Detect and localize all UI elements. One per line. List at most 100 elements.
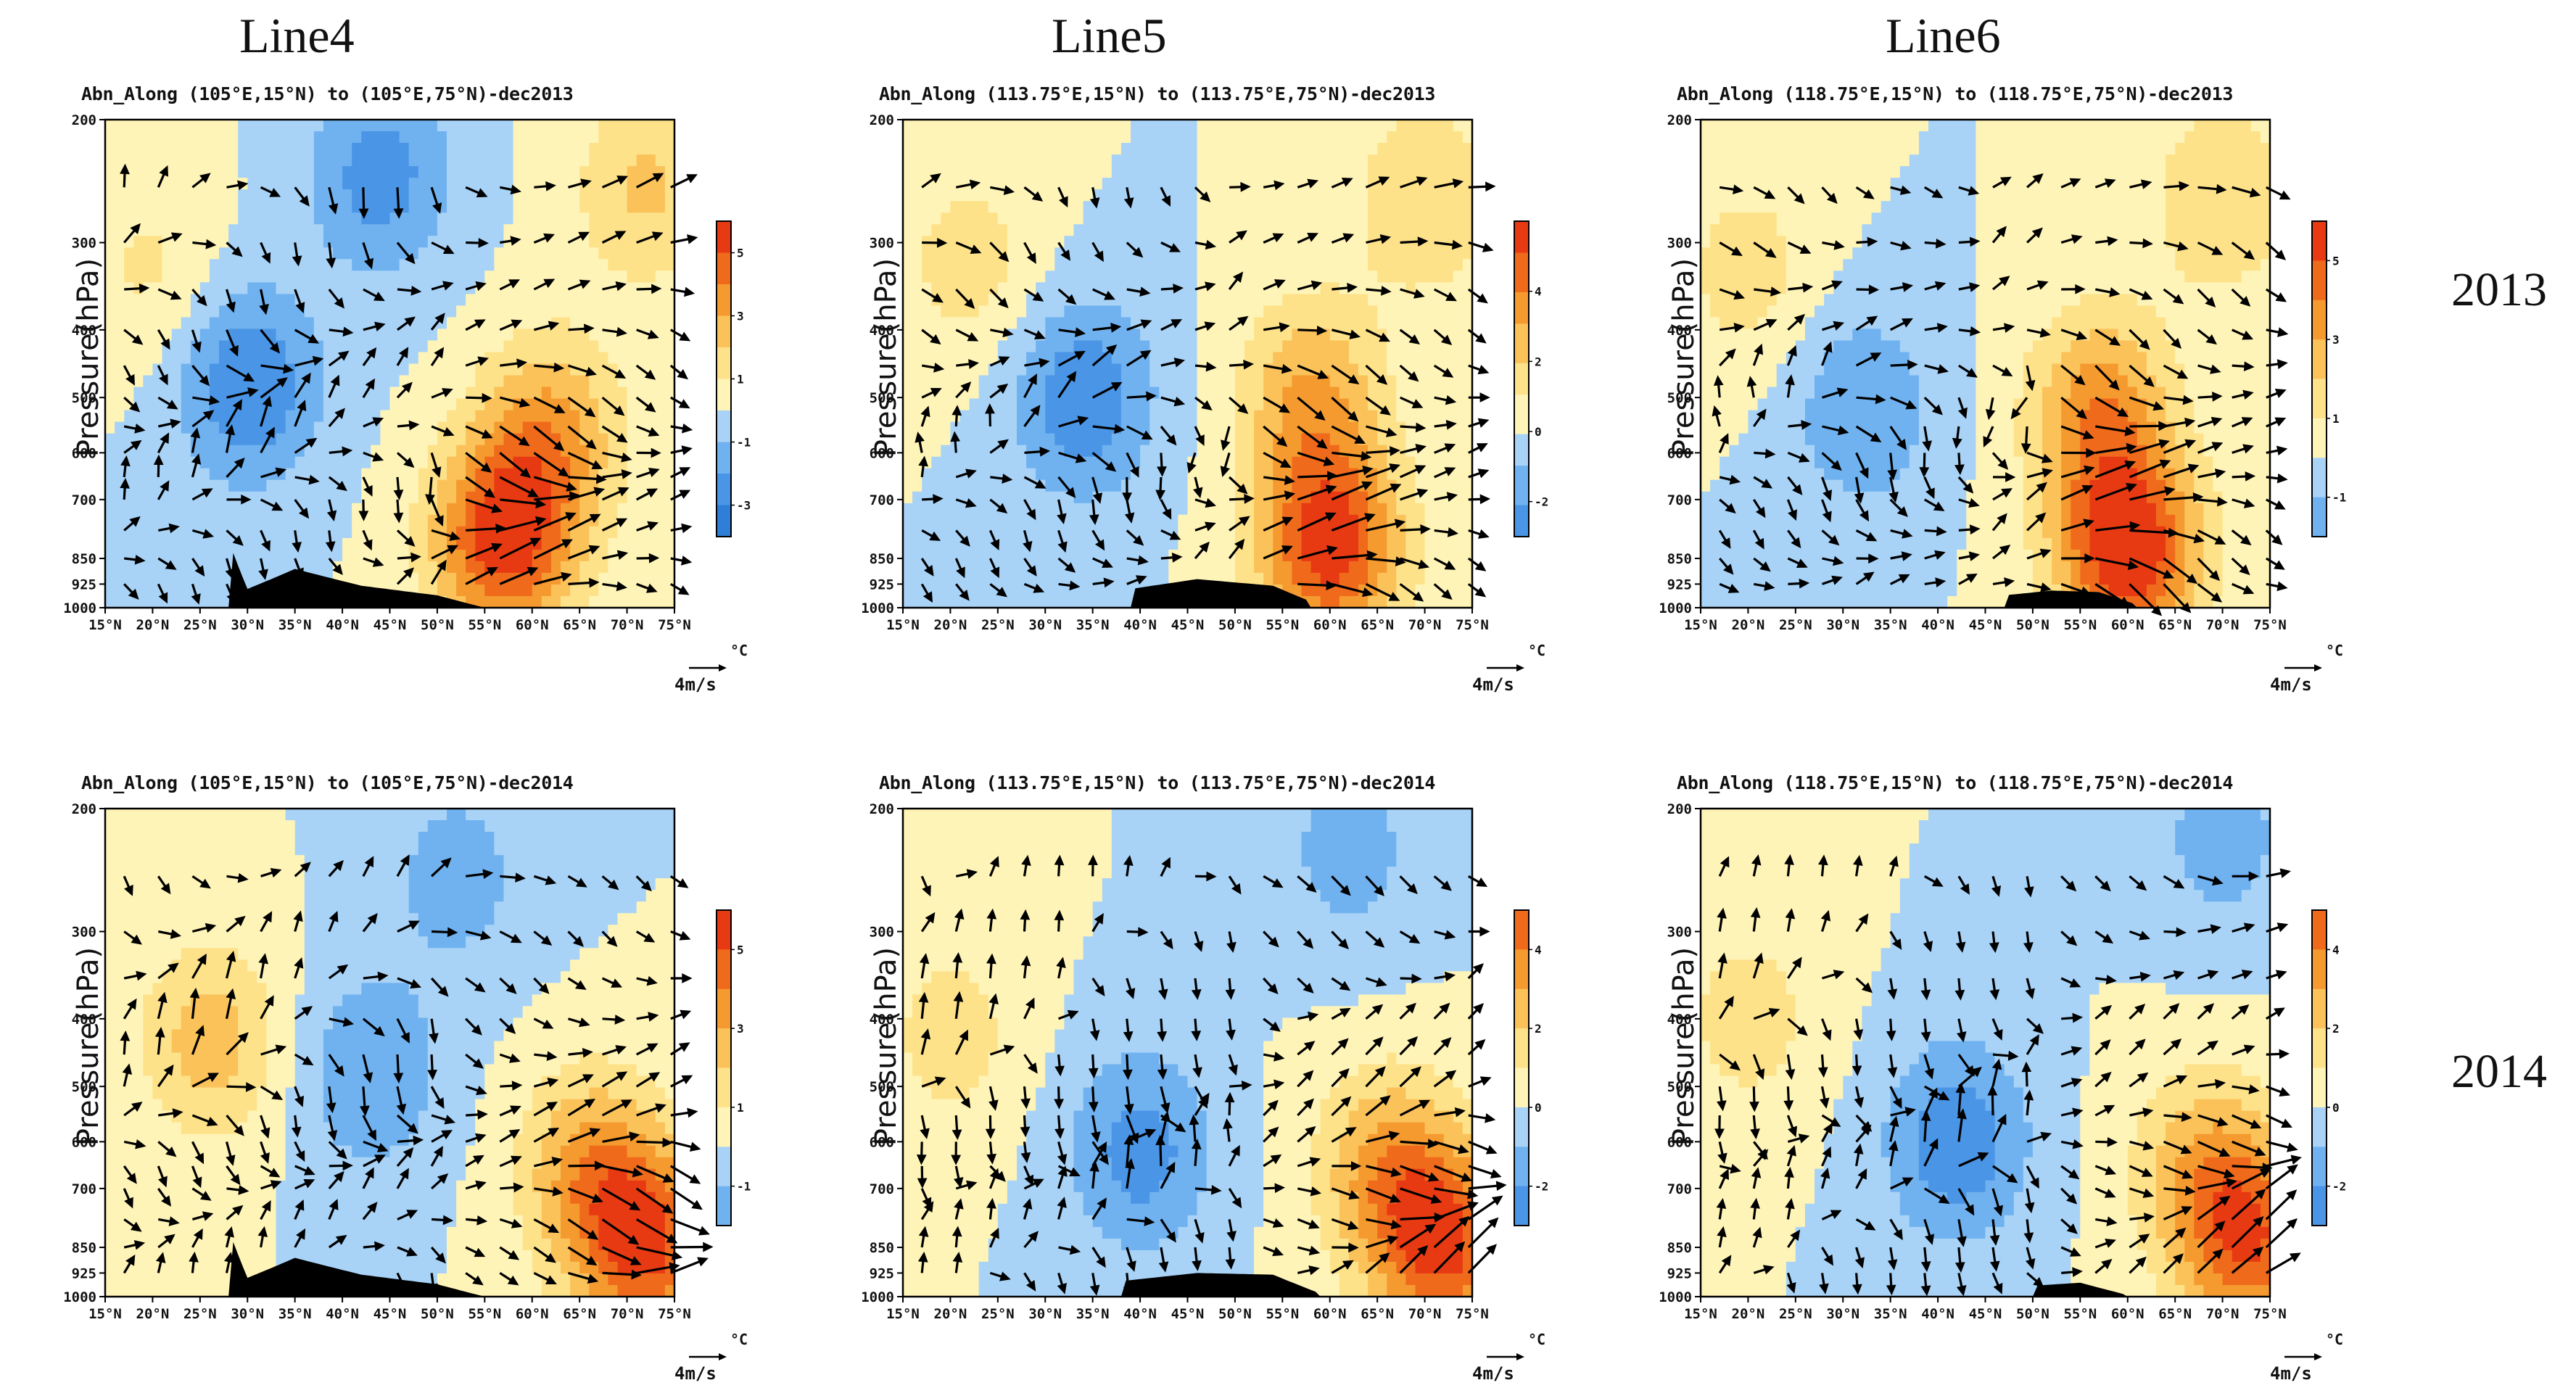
- field-cell: [1121, 259, 1131, 271]
- y-tick-label: 925: [72, 577, 96, 592]
- field-cell: [656, 352, 666, 365]
- field-cell: [210, 212, 220, 225]
- field-cell: [1026, 224, 1036, 236]
- field-cell: [646, 387, 656, 400]
- field-cell: [1168, 259, 1178, 271]
- field-cell: [627, 561, 637, 574]
- field-cell: [618, 270, 628, 283]
- field-cell: [1045, 457, 1055, 469]
- field-cell: [276, 480, 286, 492]
- field-cell: [371, 236, 381, 248]
- field-cell: [181, 329, 191, 341]
- field-cell: [998, 224, 1008, 236]
- field-cell: [504, 468, 514, 481]
- field-cell: [342, 212, 352, 225]
- field-cell: [305, 224, 315, 236]
- field-cell: [1273, 538, 1283, 550]
- field-cell: [276, 492, 286, 504]
- field-cell: [494, 341, 504, 353]
- field-cell: [105, 212, 115, 225]
- field-cell: [988, 166, 999, 178]
- field-cell: [1112, 480, 1122, 492]
- field-cell: [380, 143, 390, 155]
- field-cell: [1235, 282, 1245, 294]
- field-cell: [172, 538, 182, 550]
- field-cell: [475, 364, 485, 376]
- field-cell: [1112, 236, 1122, 248]
- field-cell: [523, 236, 533, 248]
- field-cell: [228, 317, 239, 329]
- field-cell: [456, 329, 466, 341]
- field-cell: [1083, 224, 1094, 236]
- field-cell: [1330, 305, 1340, 318]
- field-cell: [1168, 120, 1178, 132]
- field-cell: [979, 120, 989, 132]
- field-cell: [219, 376, 229, 388]
- field-cell: [542, 538, 552, 550]
- field-cell: [494, 492, 504, 504]
- field-cell: [1197, 561, 1208, 574]
- field-cell: [475, 305, 485, 318]
- field-cell: [1244, 387, 1255, 400]
- field-cell: [523, 387, 533, 400]
- field-cell: [352, 247, 362, 260]
- field-cell: [162, 201, 173, 213]
- field-cell: [665, 503, 675, 516]
- field-cell: [1273, 189, 1283, 202]
- field-cell: [191, 247, 201, 260]
- field-cell: [314, 294, 324, 306]
- field-cell: [665, 561, 675, 574]
- field-cell: [1321, 270, 1331, 283]
- field-cell: [1207, 422, 1217, 434]
- field-cell: [1216, 189, 1226, 202]
- field-cell: [1244, 294, 1255, 306]
- field-cell: [922, 376, 932, 388]
- field-cell: [1036, 120, 1046, 132]
- field-cell: [295, 341, 305, 353]
- field-cell: [466, 259, 476, 271]
- field-cell: [523, 585, 533, 597]
- wind-arrow-head: [688, 175, 695, 181]
- field-cell: [484, 585, 495, 597]
- field-cell: [1093, 305, 1103, 318]
- field-cell: [1121, 154, 1131, 167]
- field-cell: [1149, 305, 1160, 318]
- field-cell: [466, 376, 476, 388]
- field-cell: [143, 480, 153, 492]
- field-cell: [1045, 492, 1055, 504]
- colorbar-swatch: [717, 339, 731, 348]
- field-cell: [314, 364, 324, 376]
- field-cell: [1254, 468, 1264, 481]
- field-cell: [314, 166, 324, 178]
- field-cell: [1140, 492, 1150, 504]
- field-cell: [484, 364, 495, 376]
- field-cell: [1140, 376, 1150, 388]
- field-cell: [960, 247, 970, 260]
- field-cell: [542, 294, 552, 306]
- field-cell: [1216, 492, 1226, 504]
- field-cell: [286, 259, 296, 271]
- field-cell: [912, 341, 922, 353]
- field-cell: [618, 352, 628, 365]
- field-cell: [1007, 387, 1017, 400]
- field-cell: [1188, 212, 1198, 225]
- field-cell: [598, 120, 608, 132]
- field-cell: [598, 434, 608, 446]
- field-cell: [1083, 282, 1094, 294]
- field-cell: [1007, 573, 1017, 585]
- field-cell: [1112, 538, 1122, 550]
- field-cell: [1017, 259, 1027, 271]
- field-cell: [1045, 364, 1055, 376]
- field-cell: [1007, 270, 1017, 283]
- field-cell: [551, 247, 561, 260]
- colorbar-swatch: [717, 466, 731, 474]
- field-cell: [504, 585, 514, 597]
- field-cell: [1045, 526, 1055, 539]
- field-cell: [181, 503, 191, 516]
- field-cell: [598, 201, 608, 213]
- field-cell: [286, 503, 296, 516]
- field-cell: [504, 376, 514, 388]
- field-cell: [1273, 561, 1283, 574]
- field-cell: [979, 376, 989, 388]
- field-cell: [665, 457, 675, 469]
